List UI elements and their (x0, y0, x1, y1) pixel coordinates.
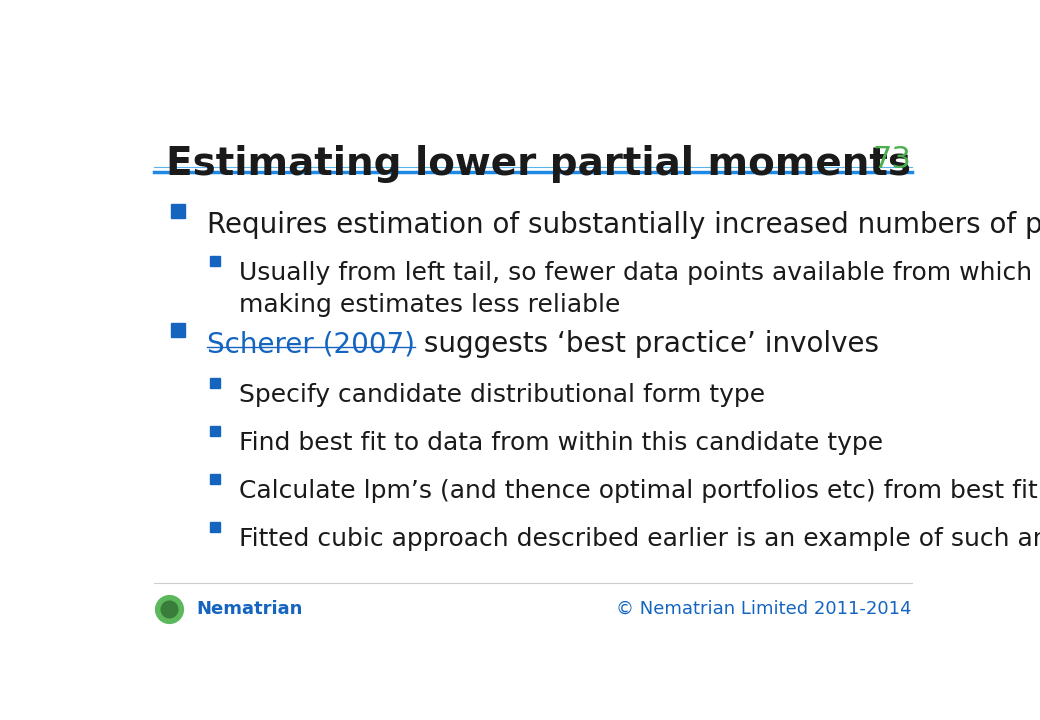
Text: Scherer (2007): Scherer (2007) (207, 330, 415, 359)
Text: Find best fit to data from within this candidate type: Find best fit to data from within this c… (239, 431, 883, 455)
Text: Fitted cubic approach described earlier is an example of such an approach!: Fitted cubic approach described earlier … (239, 527, 1040, 551)
Text: suggests ‘best practice’ involves: suggests ‘best practice’ involves (415, 330, 879, 359)
Text: Estimating lower partial moments: Estimating lower partial moments (166, 145, 911, 183)
Text: Calculate lpm’s (and thence optimal portfolios etc) from best fit: Calculate lpm’s (and thence optimal port… (239, 479, 1038, 503)
Text: Specify candidate distributional form type: Specify candidate distributional form ty… (239, 383, 765, 407)
Text: Nematrian: Nematrian (197, 600, 303, 618)
Text: Usually from left tail, so fewer data points available from which to estimate,
m: Usually from left tail, so fewer data po… (239, 261, 1040, 317)
Text: 73: 73 (873, 145, 912, 174)
Text: © Nematrian Limited 2011-2014: © Nematrian Limited 2011-2014 (617, 600, 912, 618)
Text: Requires estimation of substantially increased numbers of parameters: Requires estimation of substantially inc… (207, 211, 1040, 239)
